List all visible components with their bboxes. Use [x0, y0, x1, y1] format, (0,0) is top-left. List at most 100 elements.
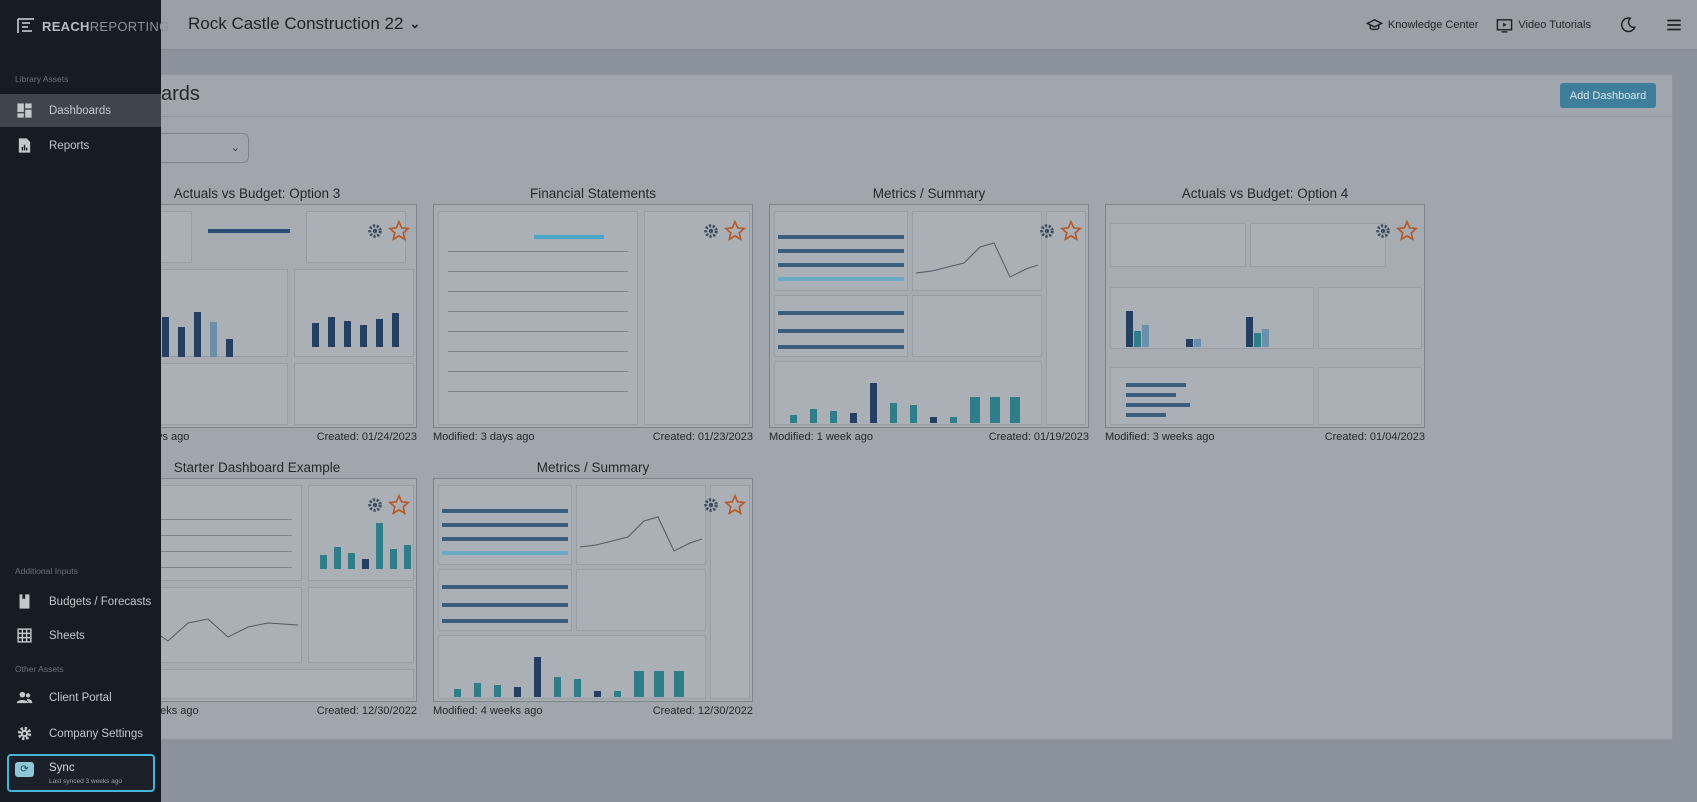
thumb-bar [778, 263, 904, 267]
card-modified: Modified: 3 weeks ago [1105, 431, 1215, 443]
thumb-line [448, 311, 628, 312]
star-favorite-icon[interactable] [1396, 220, 1418, 242]
thumb-panel [1110, 223, 1246, 267]
logo-text-bold: REACH [42, 18, 90, 34]
sidebar-item-label: Client Portal [49, 691, 112, 704]
thumb-line-chart [916, 242, 1038, 278]
sidebar-item-sheets[interactable]: Sheets [0, 619, 161, 652]
card-created: Created: 01/19/2023 [988, 431, 1089, 443]
budget-icon [19, 594, 30, 609]
thumb-bar-chart [158, 285, 268, 357]
knowledge-center-label: Knowledge Center [1387, 19, 1479, 31]
star-favorite-icon[interactable] [1060, 220, 1082, 242]
star-favorite-icon[interactable] [388, 220, 410, 242]
dashboard-card[interactable]: Metrics / Summary Modified: 4 weeks ago … [433, 458, 753, 717]
thumb-panel [1318, 287, 1422, 349]
video-tutorials-link[interactable]: Video Tutorials [1496, 17, 1591, 34]
thumb-bar-chart [790, 373, 1030, 423]
logo-mark-icon [17, 18, 34, 33]
thumb-line [448, 331, 628, 332]
logo-text-thin: REPORTING [89, 18, 170, 34]
thumb-bar [778, 329, 904, 333]
gear-icon[interactable] [702, 222, 720, 240]
hamburger-menu-icon[interactable] [1665, 16, 1683, 34]
sync-last-synced: Last synced 3 weeks ago [49, 778, 122, 785]
thumb-panel [912, 295, 1042, 357]
card-created: Created: 01/23/2023 [652, 431, 753, 443]
thumb-bar [1126, 403, 1190, 407]
star-favorite-icon[interactable] [724, 494, 746, 516]
thumb-bar [534, 235, 604, 239]
sync-button[interactable]: ⟳ Sync Last synced 3 weeks ago [7, 754, 155, 792]
dashboard-thumbnail[interactable] [769, 204, 1089, 428]
add-dashboard-button[interactable]: Add Dashboard [1560, 83, 1656, 108]
gear-icon[interactable] [366, 222, 384, 240]
gear-icon [17, 726, 32, 741]
sidebar-item-dashboards[interactable]: Dashboards [0, 94, 161, 127]
thumb-bar [208, 229, 290, 233]
thumb-bar [442, 537, 568, 541]
card-title: Actuals vs Budget: Option 3 [173, 186, 341, 201]
company-selector[interactable]: Rock Castle Construction 22 ⌄ [188, 14, 420, 34]
thumb-line [448, 251, 628, 252]
thumb-bar [778, 277, 904, 281]
thumb-line [448, 291, 628, 292]
thumb-line [112, 567, 292, 568]
thumb-bar [778, 311, 904, 315]
thumb-line [448, 351, 628, 352]
dashboard-icon [17, 103, 32, 118]
knowledge-center-link[interactable]: Knowledge Center [1365, 17, 1479, 34]
card-created: Created: 01/24/2023 [316, 431, 417, 443]
sidebar-item-label: Dashboards [49, 104, 112, 117]
chevron-down-icon: ⌄ [230, 142, 240, 154]
dashboard-thumbnail[interactable] [1105, 204, 1425, 428]
sidebar-item-budgets[interactable]: Budgets / Forecasts [0, 585, 161, 618]
dashboard-thumbnail[interactable] [433, 204, 753, 428]
card-created: Created: 12/30/2022 [652, 705, 753, 717]
section-label-additional: Additional Inputs [15, 566, 78, 576]
thumb-panel [306, 211, 406, 263]
dashboard-thumbnail[interactable] [433, 478, 753, 702]
sidebar-item-reports[interactable]: Reports [0, 129, 161, 162]
top-bar: Rock Castle Construction 22 ⌄ Knowledge … [0, 0, 1697, 50]
page-title: ards [161, 83, 200, 105]
panel-divider [151, 116, 1672, 117]
gear-icon[interactable] [366, 496, 384, 514]
card-created: Created: 12/30/2022 [316, 705, 417, 717]
video-play-icon [1497, 18, 1513, 33]
filter-dropdown[interactable]: ⌄ [151, 133, 249, 163]
star-favorite-icon[interactable] [724, 220, 746, 242]
video-tutorials-label: Video Tutorials [1518, 19, 1591, 31]
star-favorite-icon[interactable] [388, 494, 410, 516]
thumb-bar [1126, 393, 1176, 397]
sidebar-item-company-settings[interactable]: Company Settings [0, 717, 161, 750]
app-logo[interactable]: REACHREPORTING [16, 17, 169, 35]
thumb-panel [1250, 223, 1386, 267]
thumb-bar [442, 603, 568, 607]
sidebar-item-client-portal[interactable]: Client Portal [0, 681, 161, 714]
card-modified: Modified: 4 weeks ago [433, 705, 543, 717]
thumb-bar [1126, 383, 1186, 387]
sidebar-item-label: Reports [49, 139, 90, 152]
dashboard-card[interactable]: Metrics / Summary Modified: 1 week ago C… [769, 184, 1089, 443]
gear-icon[interactable] [1374, 222, 1392, 240]
company-name: Rock Castle Construction 22 [188, 14, 404, 33]
card-modified: eeks ago [154, 705, 199, 717]
card-modified: Modified: 1 week ago [769, 431, 873, 443]
card-title: Metrics / Summary [536, 460, 650, 475]
thumb-bar [442, 551, 568, 555]
dashboard-card[interactable]: Actuals vs Budget: Option 4 Modified: 3 … [1105, 184, 1425, 443]
thumb-line [112, 535, 292, 536]
card-title: Financial Statements [529, 186, 657, 201]
thumb-panel [1318, 367, 1422, 425]
thumb-panel [912, 211, 1042, 291]
thumb-bar [1126, 413, 1166, 417]
thumb-bar [778, 235, 904, 239]
thumb-panel [438, 211, 638, 425]
gear-icon[interactable] [702, 496, 720, 514]
dashboard-card[interactable]: Financial Statements Modified: 3 days ag… [433, 184, 753, 443]
gear-icon[interactable] [1038, 222, 1056, 240]
report-icon [18, 138, 31, 153]
dark-mode-moon-icon[interactable] [1619, 16, 1637, 34]
card-modified: Modified: 3 days ago [433, 431, 535, 443]
